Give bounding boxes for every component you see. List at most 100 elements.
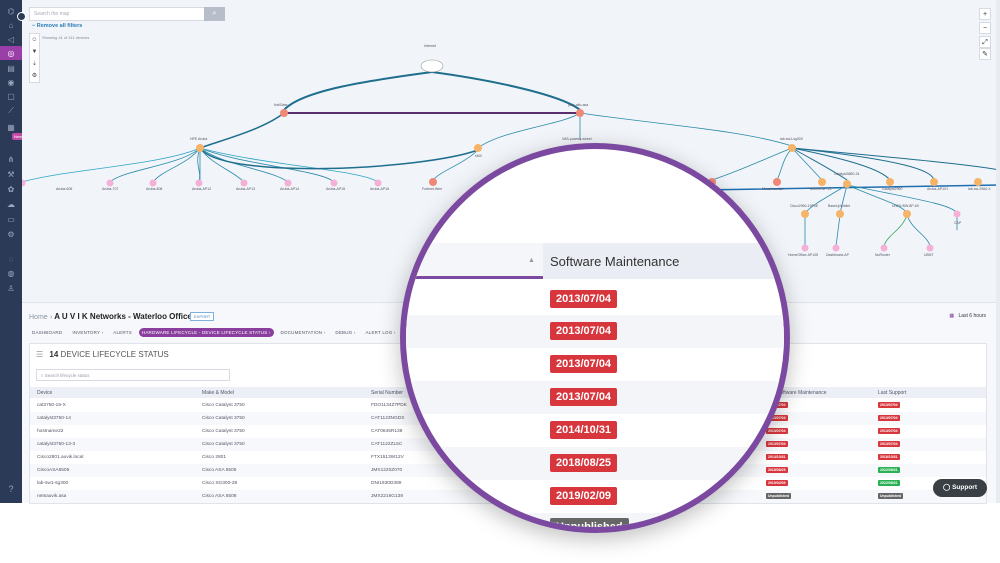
page-scrollbar[interactable] xyxy=(996,0,1000,503)
chat-icon[interactable]: ◌ xyxy=(8,254,14,264)
magnified-badge: 2013/07/04 xyxy=(550,290,618,308)
svg-text:Aruba-606: Aruba-606 xyxy=(56,187,72,191)
map-tools: ☺ ▼ ⇣ ⚙ xyxy=(29,33,40,83)
time-range-label: Last 6 hours xyxy=(958,313,986,319)
settings-icon[interactable]: ✿ xyxy=(7,184,15,194)
sidebar-collapse-toggle[interactable] xyxy=(17,12,26,21)
device-model: Cisco SG300-28 xyxy=(202,481,238,486)
table-row[interactable]: hostname22 Cisco Catalyst 3750 CAT0845R1… xyxy=(30,425,986,438)
svg-text:BaseUpWallet: BaseUpWallet xyxy=(828,204,850,208)
support-badge: 2022/08/31 xyxy=(878,480,900,486)
wrench-icon[interactable]: ⚒ xyxy=(7,169,15,179)
remove-all-filters-link[interactable]: − Remove all filters xyxy=(32,23,83,29)
col-device[interactable]: Device xyxy=(37,390,53,396)
page-title: A U V I K Networks - Waterloo Office xyxy=(54,312,192,321)
server-icon[interactable]: ▤ xyxy=(7,63,15,73)
expand-icon[interactable]: ⤢ xyxy=(979,36,991,48)
device-model: Cisco Catalyst 3750 xyxy=(202,403,245,408)
home-icon[interactable]: ⌂ xyxy=(8,20,14,30)
alert-icon[interactable]: ◉ xyxy=(7,77,15,87)
support-button[interactable]: ◯ Support xyxy=(933,479,987,497)
tab-alert-log[interactable]: ALERT LOG › xyxy=(365,330,396,335)
col-software-maintenance[interactable]: Last Software Maintenance xyxy=(766,390,827,396)
tab-hardware-lifecycle[interactable]: HARDWARE LIFECYCLE - DEVICE LIFECYCLE ST… xyxy=(138,328,274,337)
inbox-icon[interactable]: ▭ xyxy=(7,214,15,224)
serial-number: FDO1134Z7PDK xyxy=(371,403,407,408)
tab-documentation[interactable]: DOCUMENTATION › xyxy=(280,330,326,335)
report-icon[interactable]: ▦ xyxy=(7,122,15,132)
svg-text:lab-sw1-sg300: lab-sw1-sg300 xyxy=(780,137,803,141)
svg-text:Catalyst2960: Catalyst2960 xyxy=(882,187,902,191)
zoom-in-button[interactable]: + xyxy=(979,8,991,20)
zoom-out-button[interactable]: − xyxy=(979,22,991,34)
device-name: hostname22 xyxy=(37,429,64,434)
svg-text:palo-alto-asa: palo-alto-asa xyxy=(568,103,588,107)
col-last-support[interactable]: Last Support xyxy=(878,390,907,396)
chat-bubble-icon: ◯ xyxy=(942,484,951,491)
magnified-badge: 2019/02/09 xyxy=(550,487,618,505)
sort-ascending-icon[interactable]: ▲ xyxy=(528,257,535,264)
col-serial[interactable]: Serial Number xyxy=(371,390,403,396)
map-icon[interactable]: ◎ xyxy=(0,46,22,60)
tab-inventory[interactable]: INVENTORY › xyxy=(72,330,104,335)
edit-icon[interactable]: ✎ xyxy=(979,48,991,60)
device-name: netsauvik.asa xyxy=(37,494,67,499)
magnified-column-title[interactable]: Software Maintenance xyxy=(550,254,680,269)
breadcrumb-home[interactable]: Home xyxy=(29,314,48,321)
col-make-model[interactable]: Make & Model xyxy=(202,390,234,396)
settings-icon[interactable]: ⚙ xyxy=(31,73,38,79)
map-search-input[interactable]: Search the map xyxy=(29,7,225,21)
svg-text:HPE Aruba: HPE Aruba xyxy=(190,137,207,141)
svg-text:Catalyst3850-24: Catalyst3850-24 xyxy=(834,172,860,176)
magnified-badge: 2013/07/04 xyxy=(550,388,618,406)
calendar-icon[interactable]: ▢ xyxy=(7,91,15,101)
svg-text:fortiGate: fortiGate xyxy=(274,103,287,107)
sw-maintenance-badge: Unpublished xyxy=(766,493,792,499)
showing-count: Showing 41 of 111 devices xyxy=(42,35,90,40)
download-icon[interactable]: ⇣ xyxy=(31,61,38,67)
cloud-node[interactable]: Internet xyxy=(420,44,444,73)
network-icon[interactable]: ⌬ xyxy=(7,6,15,16)
device-name: catalyst3750-14 xyxy=(37,416,71,421)
svg-text:sMX: sMX xyxy=(475,154,483,158)
topology-icon[interactable]: ⋔ xyxy=(7,154,15,164)
chart-icon[interactable]: ⟋ xyxy=(8,106,14,115)
search-icon[interactable]: ⌕ xyxy=(204,7,225,21)
support-badge: Unpublished xyxy=(878,493,904,499)
svg-text:Fortinet-Wee: Fortinet-Wee xyxy=(422,187,442,191)
search-placeholder: Search lifecycle status xyxy=(44,372,90,378)
device-model: Cisco 2801 xyxy=(202,455,226,460)
user-icon[interactable]: ♙ xyxy=(7,283,15,293)
lifecycle-search-input[interactable]: ⌕ Search lifecycle status xyxy=(36,369,230,381)
panel-title-label: DEVICE LIFECYCLE STATUS xyxy=(60,350,169,359)
sw-maintenance-badge: 2013/07/04 xyxy=(766,441,788,447)
cloud-icon[interactable]: ☁ xyxy=(7,199,15,209)
calendar-icon: ▦ xyxy=(949,313,955,319)
help-icon[interactable]: ? xyxy=(8,484,14,494)
sw-maintenance-badge: 2013/07/04 xyxy=(766,415,788,421)
svg-text:Internet: Internet xyxy=(424,44,436,48)
svg-text:Aruba-AP13: Aruba-AP13 xyxy=(236,187,255,191)
device-model: Cisco ASA 5508 xyxy=(202,494,237,499)
time-range-selector[interactable]: ▦ Last 6 hours xyxy=(949,313,986,319)
device-name: CiscoASA5505 xyxy=(37,468,70,473)
table-row[interactable]: lab-sw1-sg300 Cisco SG300-28 DNI1930D389… xyxy=(30,477,986,490)
serial-number: CAT1122ZL5C xyxy=(371,442,403,447)
filter-icon[interactable]: ▼ xyxy=(31,49,38,55)
globe-icon[interactable]: ◍ xyxy=(7,268,15,278)
megaphone-icon[interactable]: ◁ xyxy=(7,34,15,44)
support-label: Support xyxy=(952,484,977,491)
device-model: Cisco Catalyst 3750 xyxy=(202,416,245,421)
magnified-row: Unpublished xyxy=(406,513,784,527)
export-button[interactable]: EXPORT xyxy=(190,312,215,321)
view-icon[interactable]: ☺ xyxy=(31,37,38,43)
magnified-row: 2013/07/04 xyxy=(406,348,784,381)
tab-alerts[interactable]: ALERTS xyxy=(113,330,132,335)
tab-debug[interactable]: DEBUG › xyxy=(335,330,356,335)
svg-text:CAP: CAP xyxy=(954,221,962,225)
magnified-row: 2013/07/04 xyxy=(406,282,784,315)
tab-dashboard[interactable]: DASHBOARD xyxy=(32,330,63,335)
breadcrumb: Home › A U V I K Networks - Waterloo Off… xyxy=(29,312,192,321)
gear-icon[interactable]: ⚙ xyxy=(7,229,15,239)
svg-text:Aruba-AP15: Aruba-AP15 xyxy=(326,187,345,191)
